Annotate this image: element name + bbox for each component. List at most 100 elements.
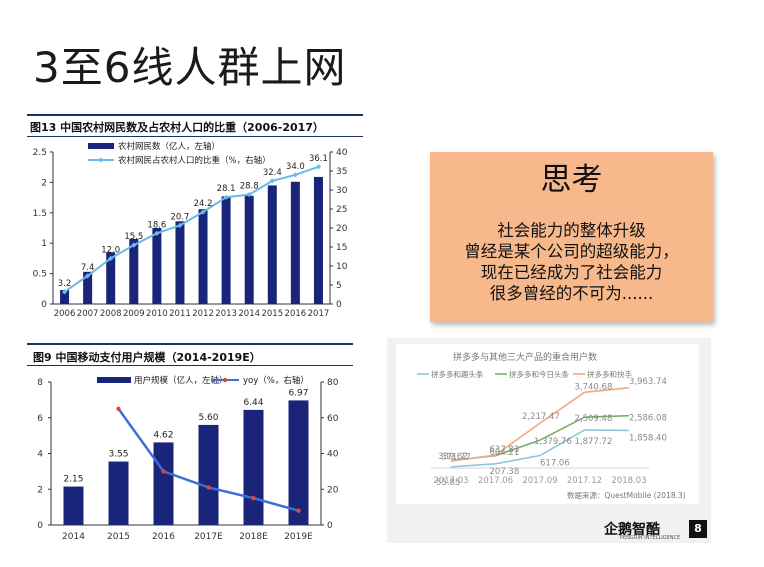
chart3-screenshot-panel: 拼多多与其他三大产品的重合用户数 拼多多和趣头条 拼多多和今日头条 拼多多和快手 55.…	[387, 338, 711, 543]
chart1-y-left-tick: 0	[41, 300, 47, 310]
chart2-bar	[288, 400, 309, 525]
chart2-data-label: 6.97	[288, 388, 308, 398]
chart2-x-tick: 2018E	[239, 532, 268, 542]
chart1-bar	[106, 252, 116, 304]
chart3-legend-label: 拼多多和快手	[587, 369, 632, 379]
think-line-4: 很多曾经的不可为......	[489, 284, 654, 303]
chart1-share-point	[154, 230, 160, 236]
chart2-x-tick: 2015	[107, 532, 130, 542]
chart1-share-point	[292, 172, 298, 178]
chart1-x-tick: 2010	[146, 309, 168, 319]
think-box: 思考 社会能力的整体升级 曾经是某个公司的超级能力， 现在已经成为了社会能力 很…	[430, 152, 713, 322]
chart1-y-right-tick: 30	[336, 186, 348, 196]
chart1-rural-netizens: 0 0.5 1 1.5 2 2.5 0 5 10 15 20 25 30 35 40 2006 2007 2008…	[33, 141, 348, 319]
chart1-x-tick: 2015	[261, 309, 283, 319]
chart1-y-left-tick: 1	[41, 239, 47, 249]
chart1-legend-line-label: 农村网民占农村人口的比重（%，右轴）	[118, 155, 271, 166]
chart3-series-line	[450, 386, 630, 462]
chart1-y-left-tick: 2.5	[33, 148, 47, 158]
chart1-y-left-tick: 2	[41, 178, 47, 188]
chart1-x-tick: 2006	[54, 309, 76, 319]
chart2-yoy-point	[206, 485, 211, 490]
chart1-y-right-tick: 35	[336, 167, 347, 177]
chart2-yoy-point	[296, 508, 301, 513]
chart3-x-tick: 2017.09	[522, 476, 557, 486]
think-line-3: 现在已经成为了社会能力	[480, 263, 663, 282]
chart1-legend-line-marker	[98, 157, 104, 163]
think-line-2: 曾经是某个公司的超级能力，	[464, 242, 679, 261]
chart2-legend-bar-label: 用户规模（亿人，左轴）	[134, 375, 228, 386]
chart3-data-label: 3,963.74	[629, 377, 667, 387]
chart1-bar	[244, 195, 254, 304]
chart1-data-label: 18.6	[147, 220, 166, 230]
think-lines: 社会能力的整体升级 曾经是某个公司的超级能力， 现在已经成为了社会能力 很多曾经…	[430, 220, 713, 304]
chart2-bar	[243, 409, 264, 525]
chart3-data-label: 2,217.47	[522, 412, 560, 422]
logo: 企鹅智酷	[604, 522, 660, 538]
chart1-data-label: 28.1	[217, 184, 236, 194]
chart1-x-tick: 2016	[285, 309, 307, 319]
chart1-bar	[313, 176, 323, 304]
chart1-data-label: 12.0	[101, 245, 120, 255]
chart1-share-point	[223, 194, 229, 200]
chart2-yoy-point	[116, 406, 121, 412]
chart2-x-tick: 2016	[152, 532, 175, 542]
chart3-data-label: 3,740.68	[575, 382, 613, 392]
chart1-x-tick: 2017	[308, 309, 330, 319]
chart1-caption-rule	[27, 136, 363, 137]
chart1-data-label: 28.8	[240, 182, 259, 192]
chart2-legend-line-marker	[222, 377, 228, 383]
chart2-y-right-tick: 80	[327, 378, 339, 388]
chart1-share-point	[200, 209, 206, 215]
chart1-y-right-tick: 40	[336, 148, 348, 158]
chart1-data-label: 34.0	[286, 162, 305, 172]
chart1-x-tick: 2012	[192, 309, 214, 319]
chart1-x-tick: 2009	[123, 309, 145, 319]
chart1-bar	[290, 181, 300, 304]
chart2-y-left-tick: 2	[37, 485, 43, 495]
chart1-y-right-tick: 0	[336, 300, 342, 310]
chart1-bar	[152, 228, 162, 304]
chart2-y-right-tick: 40	[327, 450, 339, 460]
chart2-x-tick: 2019E	[284, 532, 313, 542]
chart1-data-label: 3.2	[58, 279, 72, 289]
chart3-x-tick: 2018.03	[611, 476, 646, 486]
chart3-data-label: 55.85	[436, 478, 460, 488]
chart1-x-tick: 2011	[169, 309, 191, 319]
chart3-source: 数据来源：QuestMobile (2018.3)	[567, 490, 686, 500]
chart1-y-right-tick: 15	[336, 243, 347, 253]
chart2-yoy-point	[251, 495, 256, 501]
chart3-data-label: 604.21	[490, 448, 520, 458]
chart3-data-label: 637.83	[490, 445, 520, 455]
chart3-data-label: 617.06	[540, 459, 570, 469]
chart2-data-label: 2.15	[63, 475, 83, 485]
chart1-y-right-tick: 25	[336, 205, 347, 215]
page-number: 8	[689, 520, 707, 538]
chart3-legend-label: 拼多多和今日头条	[509, 369, 569, 379]
chart1-share-point	[85, 273, 91, 279]
chart2-y-right-tick: 0	[327, 521, 333, 531]
chart2-yoy-point	[161, 469, 166, 474]
chart1-data-label: 36.1	[309, 154, 328, 164]
chart2-bar	[198, 424, 219, 525]
chart2-y-left-tick: 0	[37, 521, 43, 531]
chart1-share-point	[315, 164, 322, 170]
chart1-data-label: 7.4	[81, 263, 95, 273]
chart1-bar	[221, 196, 231, 304]
chart1-bar	[198, 209, 208, 304]
chart2-y-right-tick: 60	[327, 414, 339, 424]
chart2-legend-bar-swatch	[97, 377, 131, 383]
chart2-data-label: 6.44	[243, 398, 263, 408]
chart3-data-label: 2,509.48	[575, 414, 613, 424]
chart1-legend-bar-swatch	[88, 143, 114, 149]
chart2-bar	[153, 442, 174, 525]
think-title: 思考	[540, 162, 603, 198]
chart2-legend-line-label: yoy（%，右轴）	[243, 375, 309, 386]
chart1-bar	[129, 238, 139, 304]
chart2-caption: 图9 中国移动支付用户规模（2014-2019E）	[33, 351, 261, 364]
chart3-data-label: 1,379.76	[534, 437, 572, 447]
chart3-x-tick: 2017.12	[567, 476, 602, 486]
chart3-data-label: 339.62	[438, 452, 468, 462]
chart1-x-tick: 2014	[238, 309, 260, 319]
chart1-legend-bar-label: 农村网民数（亿人，左轴）	[118, 141, 220, 152]
